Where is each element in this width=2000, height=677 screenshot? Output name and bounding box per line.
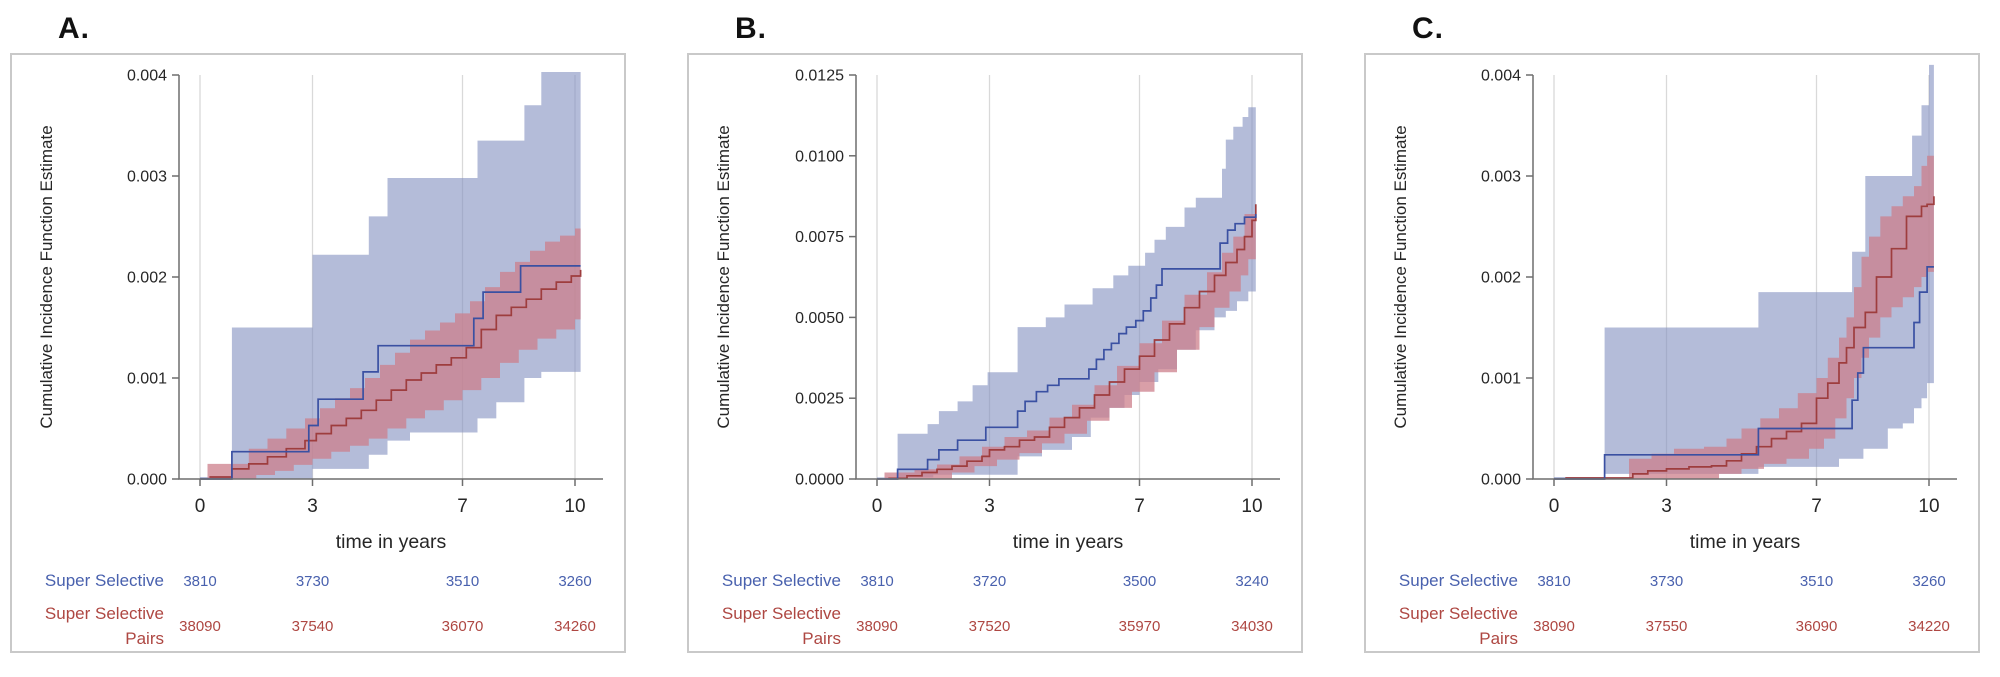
at-risk-value-red: 35970: [1119, 618, 1161, 635]
x-tick-label: 3: [1661, 496, 1672, 517]
panel-letter: B.: [735, 12, 767, 45]
at-risk-label-super-selective-pairs-line2: Pairs: [802, 629, 841, 648]
x-axis-title: time in years: [1013, 531, 1124, 553]
axes: [849, 74, 1280, 486]
panel-c: C. 0.000 0.001 0.002 0.003 0.004 0 3 7 10 time in …: [1364, 4, 1984, 653]
at-risk-table: Super Selective 3810 3720 3500 3240 Super Sel…: [722, 571, 1273, 648]
at-risk-label-super-selective-pairs-line1: Super Selective: [1399, 604, 1518, 623]
at-risk-value-blue: 3240: [1235, 573, 1268, 590]
at-risk-label-super-selective: Super Selective: [722, 571, 841, 590]
at-risk-value-red: 38090: [1533, 618, 1575, 635]
confidence-band-red: [207, 220, 581, 479]
at-risk-value-red: 36070: [442, 618, 484, 635]
cif-chart: 0.000 0.001 0.002 0.003 0.004 0 3 7 10 time in ye…: [1391, 64, 1957, 648]
x-tick-label: 3: [984, 496, 995, 517]
x-tick-label: 10: [564, 496, 585, 517]
cif-chart: 0.0000 0.0025 0.0050 0.0075 0.0100 0.0125 0 3 7 1…: [714, 68, 1280, 648]
at-risk-value-red: 38090: [179, 618, 221, 635]
axes: [1526, 74, 1957, 486]
y-tick-label: 0.003: [1481, 169, 1521, 186]
step-curve-blue: [1554, 266, 1934, 480]
at-risk-table: Super Selective 3810 3730 3510 3260 Super Sel…: [45, 571, 596, 648]
x-tick-label: 10: [1241, 496, 1262, 517]
at-risk-value-red: 38090: [856, 618, 898, 635]
y-tick-label: 0.0000: [795, 472, 844, 489]
at-risk-value-red: 37520: [969, 618, 1011, 635]
at-risk-value-blue: 3260: [558, 573, 591, 590]
at-risk-label-super-selective-pairs-line2: Pairs: [1479, 629, 1518, 648]
panel-border-box: 0.000 0.001 0.002 0.003 0.004 0 3 7 10 time in ye…: [10, 53, 626, 653]
at-risk-table: Super Selective 3810 3730 3510 3260 Super Sel…: [1399, 571, 1950, 648]
y-axis-title: Cumulative Incidence Function Estimate: [714, 125, 733, 428]
figure-cumulative-incidence-panels: A. 0.000 0.001 0.002 0.003 0.004 0 3 7 10 time in …: [10, 4, 1984, 653]
at-risk-value-blue: 3730: [296, 573, 329, 590]
at-risk-value-red: 36090: [1796, 618, 1838, 635]
step-curve-blue: [877, 214, 1257, 480]
y-tick-label: 0.004: [1481, 68, 1521, 85]
y-tick-label: 0.000: [127, 472, 167, 489]
confidence-band-red: [1629, 135, 1934, 479]
panel-border-box: 0.000 0.001 0.002 0.003 0.004 0 3 7 10 time in ye…: [1364, 53, 1980, 653]
at-risk-value-red: 34030: [1231, 618, 1273, 635]
x-tick-label: 0: [195, 496, 206, 517]
at-risk-value-blue: 3810: [860, 573, 893, 590]
at-risk-value-red: 34220: [1908, 618, 1950, 635]
y-tick-label: 0.004: [127, 68, 167, 85]
x-tick-label: 7: [1811, 496, 1822, 517]
at-risk-value-blue: 3810: [1537, 573, 1570, 590]
y-tick-label: 0.000: [1481, 472, 1521, 489]
panel-letter: A.: [58, 12, 90, 45]
x-tick-label: 7: [457, 496, 468, 517]
x-tick-label: 10: [1918, 496, 1939, 517]
at-risk-value-blue: 3260: [1912, 573, 1945, 590]
step-curve-red: [888, 204, 1257, 480]
x-tick-label: 7: [1134, 496, 1145, 517]
at-risk-value-blue: 3510: [446, 573, 479, 590]
at-risk-label-super-selective: Super Selective: [45, 571, 164, 590]
at-risk-value-red: 37550: [1646, 618, 1688, 635]
y-tick-label: 0.001: [1481, 371, 1521, 388]
x-axis-title: time in years: [1690, 531, 1801, 553]
at-risk-label-super-selective-pairs-line1: Super Selective: [722, 604, 841, 623]
y-tick-label: 0.0025: [795, 391, 844, 408]
at-risk-label-super-selective-pairs-line1: Super Selective: [45, 604, 164, 623]
at-risk-value-red: 37540: [292, 618, 334, 635]
cif-chart: 0.000 0.001 0.002 0.003 0.004 0 3 7 10 time in ye…: [37, 68, 603, 648]
at-risk-label-super-selective-pairs-line2: Pairs: [125, 629, 164, 648]
step-curve-red: [1565, 196, 1935, 479]
y-tick-label: 0.0100: [795, 148, 844, 165]
y-axis-title: Cumulative Incidence Function Estimate: [37, 125, 56, 428]
confidence-band-blue: [877, 107, 1256, 480]
y-tick-label: 0.001: [127, 371, 167, 388]
x-axis-title: time in years: [336, 531, 447, 553]
panel-border-box: 0.0000 0.0025 0.0050 0.0075 0.0100 0.0125 0 3 7 1…: [687, 53, 1303, 653]
y-tick-label: 0.002: [1481, 270, 1521, 287]
panel-letter: C.: [1412, 12, 1444, 45]
at-risk-label-super-selective: Super Selective: [1399, 571, 1518, 590]
y-axis-title: Cumulative Incidence Function Estimate: [1391, 125, 1410, 428]
panel-a: A. 0.000 0.001 0.002 0.003 0.004 0 3 7 10 time in …: [10, 4, 630, 653]
axes: [172, 74, 603, 486]
at-risk-value-blue: 3730: [1650, 573, 1683, 590]
y-tick-label: 0.0125: [795, 68, 844, 85]
at-risk-value-blue: 3510: [1800, 573, 1833, 590]
at-risk-value-blue: 3810: [183, 573, 216, 590]
step-curve-blue: [200, 265, 581, 480]
y-tick-label: 0.003: [127, 169, 167, 186]
at-risk-value-blue: 3720: [973, 573, 1006, 590]
y-tick-label: 0.0075: [795, 229, 844, 246]
at-risk-value-blue: 3500: [1123, 573, 1156, 590]
panels-container: A. 0.000 0.001 0.002 0.003 0.004 0 3 7 10 time in …: [10, 4, 1984, 653]
panel-b: B. 0.0000 0.0025 0.0050 0.0075 0.0100 0.0125 0 3…: [687, 4, 1307, 653]
x-tick-label: 0: [1549, 496, 1560, 517]
at-risk-value-red: 34260: [554, 618, 596, 635]
x-tick-label: 0: [872, 496, 883, 517]
x-tick-label: 3: [307, 496, 318, 517]
y-tick-label: 0.002: [127, 270, 167, 287]
step-curve-red: [209, 269, 582, 478]
y-tick-label: 0.0050: [795, 310, 844, 327]
